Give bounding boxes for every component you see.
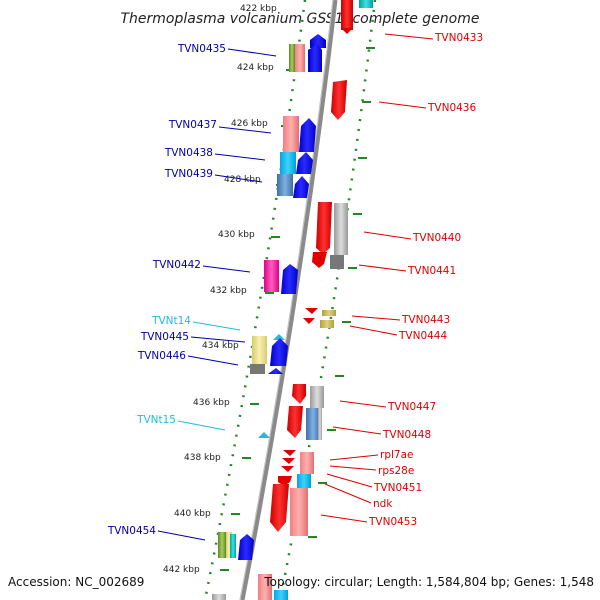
genome-summary-text: Topology: circular; Length: 1,584,804 bp… (263, 575, 594, 589)
gene-rps28e (282, 458, 295, 464)
kbp-label-436: 436 kbp (193, 398, 230, 408)
gene-TVN0445 (252, 336, 267, 364)
right-leaders (320, 33, 434, 523)
gene-TVN0454 (218, 532, 226, 558)
kbp-label-434: 434 kbp (202, 341, 239, 351)
label-TVN0454: TVN0454 (107, 525, 156, 537)
kbp-label-432: 432 kbp (210, 286, 247, 296)
label-TVN0441: TVN0441 (407, 265, 456, 277)
map-title: Thermoplasma volcanium GSS1, complete ge… (120, 11, 479, 27)
label-TVN0438: TVN0438 (164, 147, 213, 159)
label-TVN0436: TVN0436 (427, 102, 476, 114)
genome-backbone (239, 0, 338, 600)
right-ticks (308, 47, 375, 538)
gene-TVN0440 (316, 202, 332, 254)
kbp-label-422: 422 kbp (240, 4, 277, 14)
label-rpl7ae: rpl7ae (380, 449, 413, 461)
label-TVN0445: TVN0445 (140, 331, 189, 343)
gene-TVN0433 (341, 0, 353, 30)
forward-genes (212, 0, 373, 600)
label-TVN0444: TVN0444 (398, 330, 447, 342)
label-TVN0439: TVN0439 (164, 168, 213, 180)
kbp-label-438: 438 kbp (184, 453, 221, 463)
gene-TVNt14 (273, 334, 285, 340)
label-TVN0443: TVN0443 (401, 314, 450, 326)
kbp-label-442: 442 kbp (163, 565, 200, 575)
gene-TVN0447 (292, 384, 306, 404)
kbp-scale: 422 kbp 424 kbp 426 kbp 428 kbp 430 kbp … (163, 4, 277, 575)
label-TVN0446: TVN0446 (137, 350, 186, 362)
left-leaders (157, 48, 277, 541)
label-TVN0453: TVN0453 (368, 516, 417, 528)
label-ndk: ndk (373, 498, 393, 510)
label-TVN0437: TVN0437 (168, 119, 217, 131)
gene-TVN0448 (287, 406, 303, 438)
genome-backbone-highlight (239, 0, 334, 600)
label-rps28e: rps28e (378, 465, 414, 477)
gene-TVN0443 (305, 308, 318, 314)
label-TVN0448: TVN0448 (382, 429, 431, 441)
kbp-label-440: 440 kbp (174, 509, 211, 519)
gene-TVN0435 (289, 44, 295, 72)
kbp-label-426: 426 kbp (231, 119, 268, 129)
gene-TVN0453 (270, 484, 289, 532)
gene-rpl7ae (283, 450, 296, 456)
gene-TVNt15 (258, 432, 270, 438)
label-TVNt15: TVNt15 (136, 414, 176, 426)
gene-TVN0442 (264, 260, 279, 292)
label-TVN0442: TVN0442 (152, 259, 201, 271)
kbp-label-428: 428 kbp (224, 175, 261, 185)
gene-TVN0439 (277, 174, 293, 196)
gene-TVN0451 (281, 466, 294, 472)
gene-TVN0437 (283, 116, 299, 152)
kbp-label-424: 424 kbp (237, 63, 274, 73)
gene-ndk (278, 476, 292, 486)
left-gene-labels: TVN0435 TVN0437 TVN0438 TVN0439 TVN0442 … (107, 43, 226, 537)
rna-leaders (177, 321, 241, 431)
right-gene-labels: TVN0433 TVN0436 TVN0440 TVN0441 TVN0443 … (368, 32, 483, 528)
label-TVN0447: TVN0447 (387, 401, 436, 413)
accession-text: Accession: NC_002689 (8, 575, 144, 589)
gene-TVN0441 (334, 203, 348, 255)
kbp-label-430: 430 kbp (218, 230, 255, 240)
label-TVN0440: TVN0440 (412, 232, 461, 244)
gene-TVN0436 (331, 80, 347, 120)
gene-TVN0438 (280, 152, 296, 174)
label-TVN0451: TVN0451 (373, 482, 422, 494)
label-TVNt14: TVNt14 (151, 315, 191, 327)
gene-TVN0446 (270, 338, 288, 366)
gene-TVN0444 (303, 318, 315, 324)
label-TVN0433: TVN0433 (434, 32, 483, 44)
label-TVN0435: TVN0435 (177, 43, 226, 55)
